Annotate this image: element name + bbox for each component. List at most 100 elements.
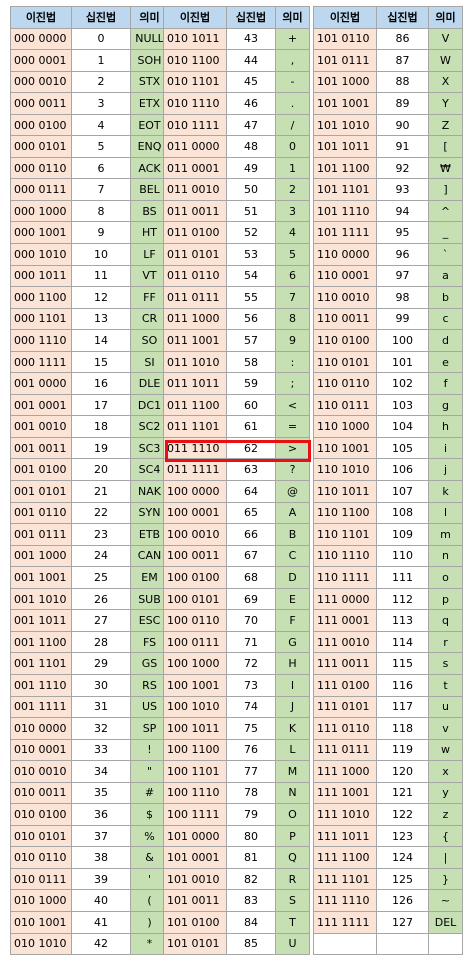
- meaning-cell: L: [275, 738, 310, 762]
- header-meaning: 의미: [428, 6, 463, 29]
- binary-cell: 011 0110: [163, 264, 227, 288]
- table-row: 000 1001 9 HT: [10, 221, 169, 245]
- table-row: 110 0101 101 e: [313, 350, 463, 374]
- meaning-cell: DC1: [130, 393, 169, 417]
- decimal-cell: 14: [71, 329, 131, 352]
- decimal-cell: 94: [376, 199, 429, 223]
- binary-cell: 100 0110: [163, 609, 227, 632]
- table-row: 011 1100 60 <: [163, 393, 310, 417]
- binary-cell: 000 1010: [10, 243, 72, 266]
- binary-cell: 011 0100: [163, 221, 227, 245]
- meaning-cell: RS: [130, 673, 169, 697]
- table-row: 101 1010 90 Z: [313, 113, 463, 137]
- binary-cell: 101 1001: [313, 92, 377, 115]
- binary-cell: 111 1010: [313, 803, 377, 826]
- decimal-cell: 62: [226, 436, 276, 460]
- decimal-cell: 1: [71, 49, 131, 72]
- decimal-cell: 118: [376, 717, 429, 740]
- binary-cell: 111 0100: [313, 673, 377, 697]
- binary-cell: 000 1101: [10, 307, 72, 331]
- decimal-cell: 117: [376, 695, 429, 719]
- decimal-cell: 109: [376, 523, 429, 546]
- table-row: 110 1010 106 j: [313, 458, 463, 482]
- binary-cell: 000 0011: [10, 92, 72, 115]
- decimal-cell: 50: [226, 178, 276, 201]
- decimal-cell: 100: [376, 329, 429, 352]
- table-row: 011 1010 58:: [163, 350, 310, 374]
- table-row: 100 0100 68 D: [163, 566, 310, 589]
- meaning-cell: SC4: [130, 458, 169, 482]
- meaning-cell: ACK: [130, 156, 169, 180]
- table-row: 110 0100 100 d: [313, 329, 463, 352]
- table-row: 010 0011 35 #: [10, 781, 169, 805]
- table-row: 110 1001 105 i: [313, 436, 463, 460]
- meaning-cell: P: [275, 824, 310, 848]
- table-row: 101 0000 80 P: [163, 824, 310, 848]
- binary-cell: 000 0010: [10, 70, 72, 94]
- decimal-cell: 89: [376, 92, 429, 115]
- decimal-cell: 111: [376, 566, 429, 589]
- binary-cell: 100 1001: [163, 673, 227, 697]
- binary-cell: 000 1111: [10, 350, 72, 374]
- decimal-cell: 55: [226, 286, 276, 309]
- table-row: 101 0100 84 T: [163, 910, 310, 934]
- header-row: 이진법 십진법 의미: [163, 6, 310, 29]
- table-row: 010 0010 34 ": [10, 760, 169, 783]
- decimal-cell: 49: [226, 156, 276, 180]
- meaning-cell: HT: [130, 221, 169, 245]
- decimal-cell: 127: [376, 910, 429, 934]
- binary-cell: 110 1001: [313, 436, 377, 460]
- decimal-cell: 37: [71, 824, 131, 848]
- table-row: 001 1101 29 GS: [10, 652, 169, 675]
- table-row: 010 0100 36 $: [10, 803, 169, 826]
- decimal-cell: 20: [71, 458, 131, 482]
- binary-cell: 110 0011: [313, 307, 377, 331]
- binary-cell: 101 0110: [313, 27, 377, 51]
- meaning-cell: SI: [130, 350, 169, 374]
- binary-cell: 110 1111: [313, 566, 377, 589]
- table-row: 010 1111 47/: [163, 113, 310, 137]
- table-row: 110 0011 99 c: [313, 307, 463, 331]
- binary-cell: 011 1010: [163, 350, 227, 374]
- table-row: 101 1011 91[: [313, 135, 463, 158]
- decimal-cell: 93: [376, 178, 429, 201]
- binary-cell: 101 0010: [163, 867, 227, 891]
- decimal-cell: 35: [71, 781, 131, 805]
- meaning-cell: [: [428, 135, 463, 158]
- meaning-cell: W: [428, 49, 463, 72]
- table-row: 101 1000 88 X: [313, 70, 463, 94]
- meaning-cell: :: [275, 350, 310, 374]
- binary-cell: 101 0000: [163, 824, 227, 848]
- meaning-cell: m: [428, 523, 463, 546]
- table-row: 111 0111 119 w: [313, 738, 463, 762]
- meaning-cell: BEL: [130, 178, 169, 201]
- decimal-cell: 86: [376, 27, 429, 51]
- table-row: 100 1101 77 M: [163, 760, 310, 783]
- decimal-cell: 76: [226, 738, 276, 762]
- header-decimal: 십진법: [376, 6, 429, 29]
- decimal-cell: 54: [226, 264, 276, 288]
- table-row: 010 0000 32 SP: [10, 717, 169, 740]
- decimal-cell: 98: [376, 286, 429, 309]
- decimal-cell: 106: [376, 458, 429, 482]
- decimal-cell: 60: [226, 393, 276, 417]
- meaning-cell: b: [428, 286, 463, 309]
- decimal-cell: 72: [226, 652, 276, 675]
- decimal-cell: 74: [226, 695, 276, 719]
- binary-cell: 100 0000: [163, 480, 227, 503]
- table-row: 111 1000 120 x: [313, 760, 463, 783]
- meaning-cell: .: [275, 92, 310, 115]
- decimal-cell: 43: [226, 27, 276, 51]
- decimal-cell: 34: [71, 760, 131, 783]
- table-row: 111 1011 123{: [313, 824, 463, 848]
- meaning-cell: DEL: [428, 910, 463, 934]
- decimal-cell: 33: [71, 738, 131, 762]
- binary-cell: 010 1100: [163, 49, 227, 72]
- decimal-cell: 3: [71, 92, 131, 115]
- binary-cell: 110 0000: [313, 243, 377, 266]
- table-row: 101 1101 93]: [313, 178, 463, 201]
- decimal-cell: 61: [226, 415, 276, 438]
- binary-cell: 100 0001: [163, 501, 227, 525]
- table-row: 111 0101 117 u: [313, 695, 463, 719]
- decimal-cell: 13: [71, 307, 131, 331]
